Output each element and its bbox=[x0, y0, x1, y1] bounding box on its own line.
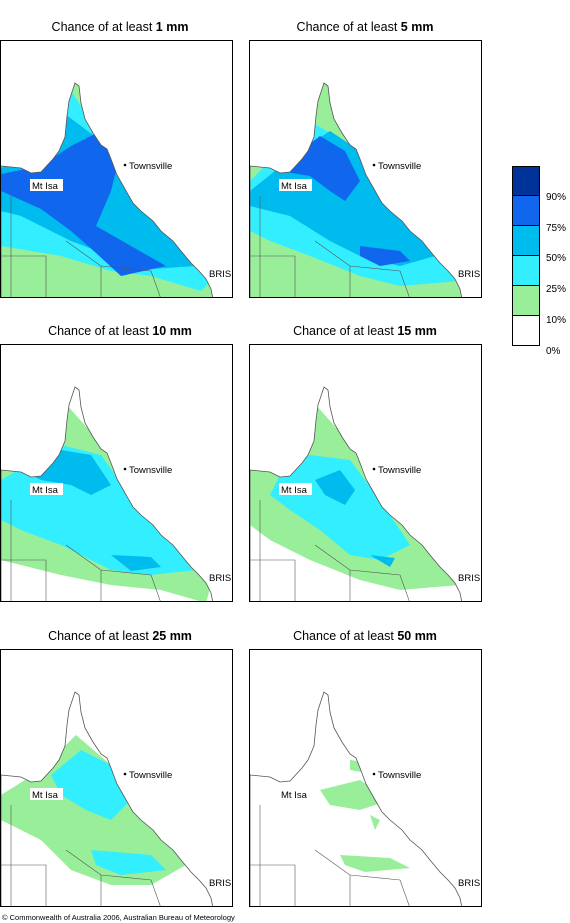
label-townsville: Townsville bbox=[129, 161, 172, 172]
label-mt-isa: Mt Isa bbox=[281, 181, 308, 192]
label-mt-isa: Mt Isa bbox=[281, 790, 308, 801]
map-10mm: Townsville Mt Isa BRIS bbox=[0, 344, 233, 602]
label-bris: BRIS bbox=[458, 878, 480, 889]
label-mt-isa: Mt Isa bbox=[32, 181, 59, 192]
legend-swatch-10-25 bbox=[512, 286, 540, 316]
map-1mm: Townsville Mt Isa BRIS bbox=[0, 40, 233, 298]
panel-title-prefix: Chance of at least bbox=[293, 324, 394, 338]
legend-label-90: 90% bbox=[546, 192, 567, 203]
panel-title-prefix: Chance of at least bbox=[296, 20, 398, 34]
map-25mm: Townsville Mt Isa BRIS bbox=[0, 649, 233, 907]
label-townsville: Townsville bbox=[378, 465, 421, 476]
label-townsville: Townsville bbox=[378, 770, 421, 781]
city-mt-isa: Mt Isa bbox=[279, 788, 312, 801]
city-mt-isa: Mt Isa bbox=[30, 483, 63, 496]
city-townsville: Townsville bbox=[372, 161, 421, 172]
city-mt-isa: Mt Isa bbox=[279, 483, 312, 496]
label-townsville: Townsville bbox=[129, 770, 172, 781]
label-mt-isa: Mt Isa bbox=[32, 485, 59, 496]
panel-title-5mm: Chance of at least 5 mm bbox=[245, 20, 485, 34]
panel-title-1mm: Chance of at least 1 mm bbox=[0, 20, 240, 34]
label-bris: BRIS bbox=[458, 269, 480, 280]
panel-title-10mm: Chance of at least 10 mm bbox=[0, 324, 240, 338]
city-townsville: Townsville bbox=[372, 770, 421, 781]
legend-label-0: 0% bbox=[546, 346, 561, 357]
legend-swatch-50-75 bbox=[512, 226, 540, 256]
label-townsville: Townsville bbox=[378, 161, 421, 172]
city-mt-isa: Mt Isa bbox=[30, 788, 63, 801]
legend-label-50: 50% bbox=[546, 253, 567, 264]
city-townsville: Townsville bbox=[123, 770, 172, 781]
label-bris: BRIS bbox=[209, 878, 231, 889]
panel-title-prefix: Chance of at least bbox=[48, 629, 149, 643]
label-bris: BRIS bbox=[209, 269, 231, 280]
panel-title-15mm: Chance of at least 15 mm bbox=[245, 324, 485, 338]
label-mt-isa: Mt Isa bbox=[281, 485, 308, 496]
map-5mm: Townsville Mt Isa BRIS bbox=[249, 40, 482, 298]
panel-title-amount: 1 mm bbox=[155, 20, 189, 34]
panel-title-amount: 10 mm bbox=[152, 324, 192, 338]
panel-title-25mm: Chance of at least 25 mm bbox=[0, 629, 240, 643]
copyright-notice: © Commonwealth of Australia 2006, Austra… bbox=[2, 913, 235, 922]
label-bris: BRIS bbox=[458, 573, 480, 584]
city-mt-isa: Mt Isa bbox=[30, 179, 63, 192]
legend-swatch-0-10 bbox=[512, 316, 540, 346]
legend-label-10: 10% bbox=[546, 315, 567, 326]
city-townsville: Townsville bbox=[123, 465, 172, 476]
legend-label-25: 25% bbox=[546, 284, 567, 295]
legend-swatch-75-90 bbox=[512, 196, 540, 226]
legend-swatch-90-100 bbox=[512, 166, 540, 196]
panel-title-prefix: Chance of at least bbox=[51, 20, 153, 34]
city-mt-isa: Mt Isa bbox=[279, 179, 312, 192]
panel-title-amount: 25 mm bbox=[152, 629, 192, 643]
panel-title-prefix: Chance of at least bbox=[48, 324, 149, 338]
panel-title-amount: 5 mm bbox=[400, 20, 434, 34]
map-15mm: Townsville Mt Isa BRIS bbox=[249, 344, 482, 602]
legend-swatch-25-50 bbox=[512, 256, 540, 286]
label-mt-isa: Mt Isa bbox=[32, 790, 59, 801]
panel-title-50mm: Chance of at least 50 mm bbox=[245, 629, 485, 643]
city-townsville: Townsville bbox=[123, 161, 172, 172]
probability-legend: 90% 75% 50% 25% 10% 0% bbox=[512, 166, 566, 357]
legend-label-75: 75% bbox=[546, 223, 567, 234]
city-townsville: Townsville bbox=[372, 465, 421, 476]
label-townsville: Townsville bbox=[129, 465, 172, 476]
label-bris: BRIS bbox=[209, 573, 231, 584]
panel-title-amount: 15 mm bbox=[397, 324, 437, 338]
panel-title-prefix: Chance of at least bbox=[293, 629, 394, 643]
panel-title-amount: 50 mm bbox=[397, 629, 437, 643]
map-50mm: Townsville Mt Isa BRIS bbox=[249, 649, 482, 907]
